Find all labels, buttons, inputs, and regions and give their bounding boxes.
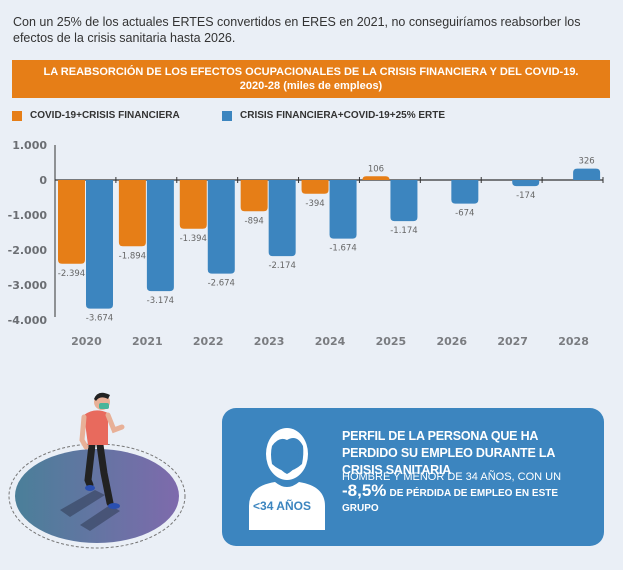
bar-covid-2023	[240, 180, 268, 212]
y-tick-label: 0	[39, 174, 47, 187]
shoe	[85, 485, 95, 491]
data-label: 106	[368, 164, 384, 174]
chart-title: LA REABSORCIÓN DE LOS EFECTOS OCUPACIONA…	[43, 66, 579, 78]
data-label: -894	[245, 216, 264, 226]
legend-item-covid: COVID-19+CRISIS FINANCIERA	[12, 110, 180, 121]
data-label: -3.174	[147, 296, 174, 306]
data-label: -174	[516, 191, 535, 201]
x-tick-label: 2023	[254, 335, 285, 348]
bar-covid-2022	[179, 180, 207, 229]
y-tick-label: 1.000	[12, 139, 47, 152]
data-label: -2.174	[268, 261, 295, 271]
bar-erte-2021	[146, 180, 174, 292]
card-title: PERFIL DE LA PERSONA QUE HA PERDIDO SU E…	[342, 429, 555, 477]
x-tick-label: 2020	[71, 335, 102, 348]
bar-erte-2023	[268, 180, 296, 257]
intro-text: Con un 25% de los actuales ERTES convert…	[13, 15, 581, 45]
chart-title-banner: LA REABSORCIÓN DE LOS EFECTOS OCUPACIONA…	[12, 60, 610, 98]
data-label: -2.674	[208, 279, 235, 289]
bar-erte-2024	[329, 180, 357, 239]
chart-subtitle: 2020-28 (miles de empleos)	[239, 80, 383, 92]
disc-outline	[8, 443, 186, 549]
legend-swatch-blue	[222, 110, 232, 121]
bar-erte-2020	[86, 180, 113, 309]
bar-erte-2025	[390, 180, 418, 222]
legend-label: COVID-19+CRISIS FINANCIERA	[30, 110, 180, 121]
card-description: HOMBRE Y MENOR DE 34 AÑOS, CON UN -8,5% …	[342, 470, 592, 516]
shadow	[80, 505, 120, 531]
x-tick-label: 2028	[558, 335, 589, 348]
arm	[105, 412, 125, 434]
bar-chart: 1.000 0 -1.000 -2.000 -3.000 -4.000 -2.394 -3.…	[8, 139, 604, 348]
legend-swatch-orange	[12, 110, 22, 121]
data-label: -2.394	[58, 269, 85, 279]
y-tick-label: -4.000	[8, 314, 48, 327]
y-tick-label: -1.000	[8, 209, 48, 222]
bar-covid-2024	[301, 180, 329, 194]
data-label: -1.894	[119, 251, 146, 261]
bar-erte-2028	[573, 168, 601, 180]
x-tick-label: 2026	[436, 335, 467, 348]
desc-suffix: DE PÉRDIDA DE EMPLEO EN ESTE GRUPO	[342, 488, 559, 514]
legend-label: CRISIS FINANCIERA+COVID-19+25% ERTE	[240, 110, 446, 121]
x-tick-label: 2024	[315, 335, 346, 348]
data-label: -1.174	[390, 226, 417, 236]
arm	[79, 414, 89, 450]
bar-erte-2022	[207, 180, 235, 274]
data-label: 326	[578, 157, 594, 167]
leg	[84, 441, 96, 489]
bar-covid-2025	[362, 176, 390, 180]
leg	[96, 441, 114, 507]
y-tick-label: -2.000	[8, 244, 48, 257]
data-label: -674	[455, 209, 474, 219]
x-tick-label: 2021	[132, 335, 163, 348]
x-tick-label: 2027	[497, 335, 528, 348]
person-walking-illustration	[8, 392, 186, 549]
shirt	[84, 410, 108, 445]
user-silhouette-icon	[249, 428, 325, 530]
bar-erte-2026	[451, 180, 479, 204]
y-tick-label: -3.000	[8, 279, 48, 292]
bar-erte-2027	[512, 180, 540, 187]
highlight-percent: -8,5%	[342, 481, 387, 500]
bar-covid-2020	[58, 180, 85, 264]
profile-card: <34 AÑOS PERFIL DE LA PERSONA QUE HA PER…	[222, 408, 604, 546]
data-label: -3.674	[86, 314, 113, 324]
legend-item-erte: CRISIS FINANCIERA+COVID-19+25% ERTE	[222, 110, 445, 121]
desc-prefix: HOMBRE Y MENOR DE 34 AÑOS, CON UN	[342, 471, 562, 483]
data-label: -394	[305, 199, 324, 209]
data-label: -1.394	[180, 234, 207, 244]
shoe	[108, 503, 120, 509]
bar-covid-2021	[118, 180, 146, 247]
data-label: -1.674	[329, 244, 356, 254]
x-tick-label: 2025	[376, 335, 407, 348]
shadow	[60, 490, 105, 517]
age-badge: <34 AÑOS	[253, 499, 311, 513]
x-tick-label: 2022	[193, 335, 224, 348]
hair	[94, 392, 110, 401]
face-mask	[99, 403, 109, 409]
